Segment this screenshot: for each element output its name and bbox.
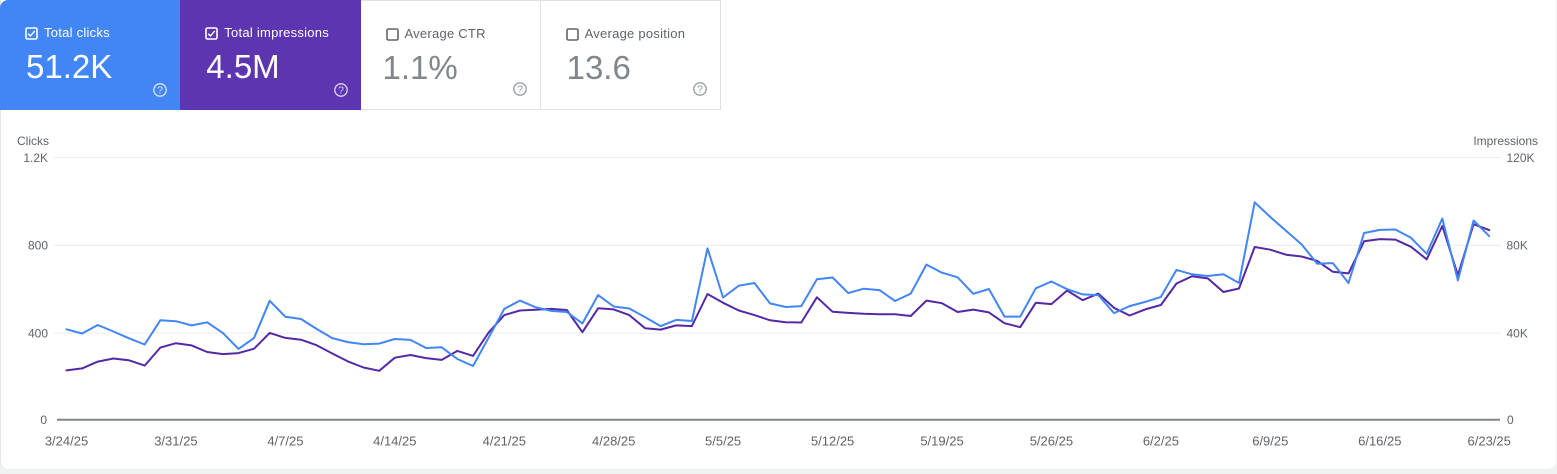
svg-text:4/14/25: 4/14/25: [373, 433, 416, 448]
svg-text:?: ?: [697, 84, 703, 96]
svg-text:3/31/25: 3/31/25: [154, 433, 197, 448]
svg-text:?: ?: [517, 84, 523, 96]
svg-text:800: 800: [28, 239, 48, 253]
svg-text:Clicks: Clicks: [17, 134, 49, 148]
svg-text:1.2K: 1.2K: [23, 151, 48, 165]
svg-text:40K: 40K: [1507, 326, 1528, 340]
svg-text:4/7/25: 4/7/25: [267, 433, 303, 448]
svg-text:?: ?: [157, 85, 163, 97]
svg-text:6/16/25: 6/16/25: [1358, 433, 1401, 448]
svg-text:6/2/25: 6/2/25: [1143, 433, 1179, 448]
svg-text:0: 0: [40, 413, 47, 427]
svg-text:5/19/25: 5/19/25: [920, 433, 963, 448]
svg-text:5/5/25: 5/5/25: [705, 433, 741, 448]
svg-text:0: 0: [1507, 413, 1514, 427]
svg-text:Impressions: Impressions: [1473, 134, 1538, 148]
svg-text:?: ?: [338, 85, 344, 97]
svg-text:400: 400: [28, 326, 48, 340]
svg-text:4/21/25: 4/21/25: [483, 433, 526, 448]
svg-text:5/26/25: 5/26/25: [1030, 433, 1073, 448]
svg-text:3/24/25: 3/24/25: [45, 433, 88, 448]
svg-text:5/12/25: 5/12/25: [811, 433, 854, 448]
svg-text:80K: 80K: [1507, 239, 1528, 253]
svg-text:6/23/25: 6/23/25: [1468, 433, 1511, 448]
svg-text:6/9/25: 6/9/25: [1252, 433, 1288, 448]
svg-text:4/28/25: 4/28/25: [592, 433, 635, 448]
svg-text:120K: 120K: [1507, 151, 1535, 165]
